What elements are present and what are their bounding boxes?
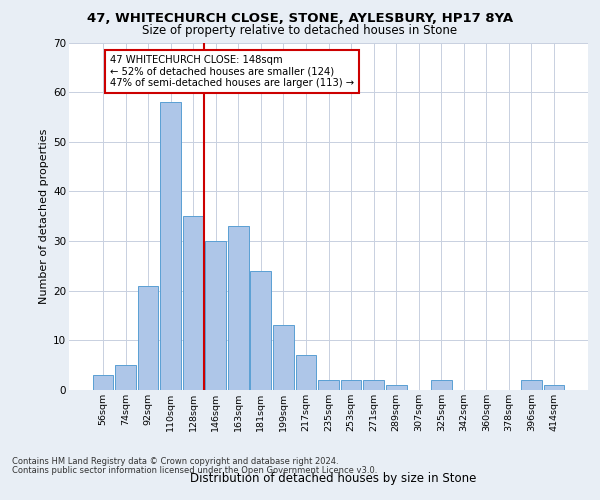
Bar <box>183 216 203 390</box>
Text: Contains HM Land Registry data © Crown copyright and database right 2024.: Contains HM Land Registry data © Crown c… <box>12 457 338 466</box>
Bar <box>205 241 226 390</box>
Bar <box>250 271 271 390</box>
Bar <box>521 380 542 390</box>
Bar <box>318 380 339 390</box>
Bar <box>137 286 158 390</box>
Bar <box>341 380 361 390</box>
Bar <box>296 355 316 390</box>
Text: Contains public sector information licensed under the Open Government Licence v3: Contains public sector information licen… <box>12 466 377 475</box>
Bar <box>160 102 181 390</box>
Bar <box>115 365 136 390</box>
Bar <box>92 375 113 390</box>
Bar <box>363 380 384 390</box>
Y-axis label: Number of detached properties: Number of detached properties <box>39 128 49 304</box>
Text: Size of property relative to detached houses in Stone: Size of property relative to detached ho… <box>142 24 458 37</box>
Bar <box>386 385 407 390</box>
Bar <box>228 226 248 390</box>
Text: Distribution of detached houses by size in Stone: Distribution of detached houses by size … <box>190 472 476 485</box>
Text: 47, WHITECHURCH CLOSE, STONE, AYLESBURY, HP17 8YA: 47, WHITECHURCH CLOSE, STONE, AYLESBURY,… <box>87 12 513 26</box>
Bar <box>544 385 565 390</box>
Text: 47 WHITECHURCH CLOSE: 148sqm
← 52% of detached houses are smaller (124)
47% of s: 47 WHITECHURCH CLOSE: 148sqm ← 52% of de… <box>110 55 354 88</box>
Bar <box>431 380 452 390</box>
Bar <box>273 326 294 390</box>
